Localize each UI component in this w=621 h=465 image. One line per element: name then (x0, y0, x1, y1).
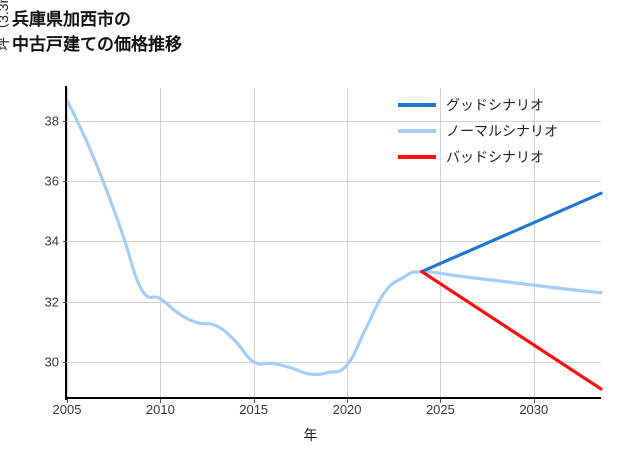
x-tick-label: 2020 (332, 402, 362, 417)
y-tick-mark (63, 121, 67, 122)
gridline-horizontal (67, 362, 601, 363)
y-axis-spine (65, 86, 67, 400)
x-tick-mark (347, 399, 348, 403)
gridline-horizontal (67, 241, 601, 242)
x-tick-label: 2030 (519, 402, 549, 417)
legend-label: バッドシナリオ (446, 149, 544, 165)
legend-color-swatch (398, 155, 436, 159)
legend-color-swatch (398, 129, 436, 133)
gridline-vertical (254, 88, 255, 398)
y-tick-label: 38 (44, 113, 59, 129)
x-tick-mark (534, 399, 535, 403)
x-tick-mark (67, 399, 68, 403)
y-tick-label: 32 (44, 294, 59, 310)
y-tick-mark (63, 241, 67, 242)
gridline-vertical (67, 88, 68, 398)
series-lines (65, 98, 603, 391)
x-tick-mark (160, 399, 161, 403)
y-tick-label: 30 (44, 354, 59, 370)
series-line (420, 191, 603, 274)
plot-background (67, 88, 601, 398)
x-tick-mark (254, 399, 255, 403)
y-axis-label: 坪（3.3m²）単価（万円） (0, 0, 13, 110)
legend-item[interactable]: ノーマルシナリオ (398, 118, 608, 144)
y-tick-mark (63, 302, 67, 303)
x-tick-label: 2010 (145, 402, 175, 417)
gridline-vertical (347, 88, 348, 398)
x-tick-label: 2025 (425, 402, 455, 417)
series-line (65, 98, 603, 377)
page-title: 兵庫県加西市の 中古戸建ての価格推移 (12, 10, 182, 54)
x-tick-label: 2015 (239, 402, 269, 417)
x-tick-label: 2005 (52, 402, 82, 417)
chart-legend: グッドシナリオ ノーマルシナリオ バッドシナリオ (398, 92, 608, 170)
gridline-vertical (160, 88, 161, 398)
gridline-horizontal (67, 302, 601, 303)
legend-label: ノーマルシナリオ (446, 123, 558, 139)
plot-area (65, 88, 603, 398)
legend-item[interactable]: グッドシナリオ (398, 92, 608, 118)
y-tick-mark (63, 362, 67, 363)
series-line (420, 269, 603, 391)
gridline-horizontal (67, 181, 601, 182)
gridline-vertical (440, 88, 441, 398)
x-axis-spine (65, 397, 601, 399)
y-tick-mark (63, 181, 67, 182)
legend-color-swatch (398, 103, 436, 107)
gridline-vertical (534, 88, 535, 398)
x-tick-mark (440, 399, 441, 403)
legend-item[interactable]: バッドシナリオ (398, 144, 608, 170)
gridline-horizontal (67, 121, 601, 122)
y-tick-label: 36 (44, 173, 59, 189)
legend-label: グッドシナリオ (446, 97, 544, 113)
y-tick-label: 34 (44, 233, 59, 249)
x-axis-label: 年 (303, 427, 318, 443)
